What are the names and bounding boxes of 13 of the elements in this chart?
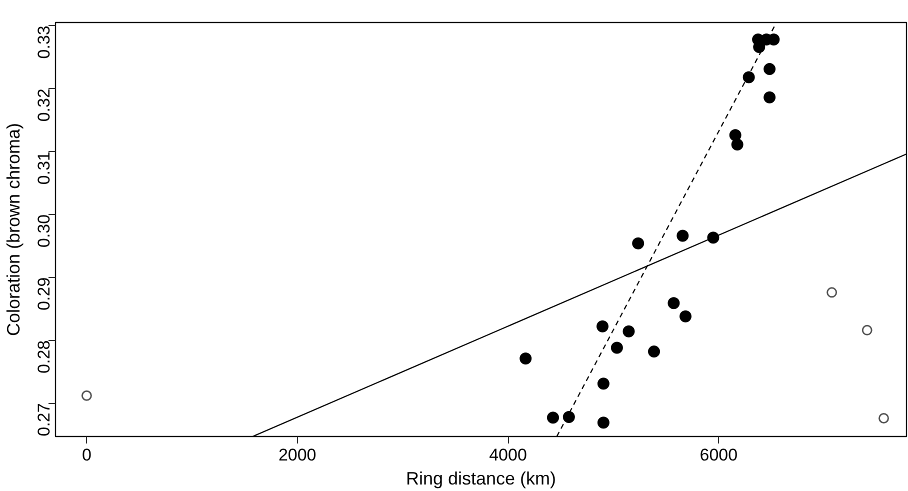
y-tick-label: 0.29	[34, 277, 54, 310]
y-tick-label: 0.31	[34, 151, 54, 185]
y-tick-label: 0.33	[34, 26, 54, 59]
x-axis-title: Ring distance (km)	[406, 468, 556, 488]
x-tick-label: 4000	[489, 446, 527, 464]
y-tick-label: 0.30	[34, 214, 54, 248]
y-axis-title: Coloration (brown chroma)	[4, 122, 24, 336]
x-tick-label: 0	[82, 446, 92, 464]
x-tick-label: 2000	[278, 446, 316, 464]
y-tick-label: 0.32	[34, 88, 54, 122]
x-tick-label: 6000	[700, 446, 738, 464]
y-tick-label: 0.28	[34, 340, 54, 374]
y-tick-label: 0.27	[34, 403, 54, 436]
